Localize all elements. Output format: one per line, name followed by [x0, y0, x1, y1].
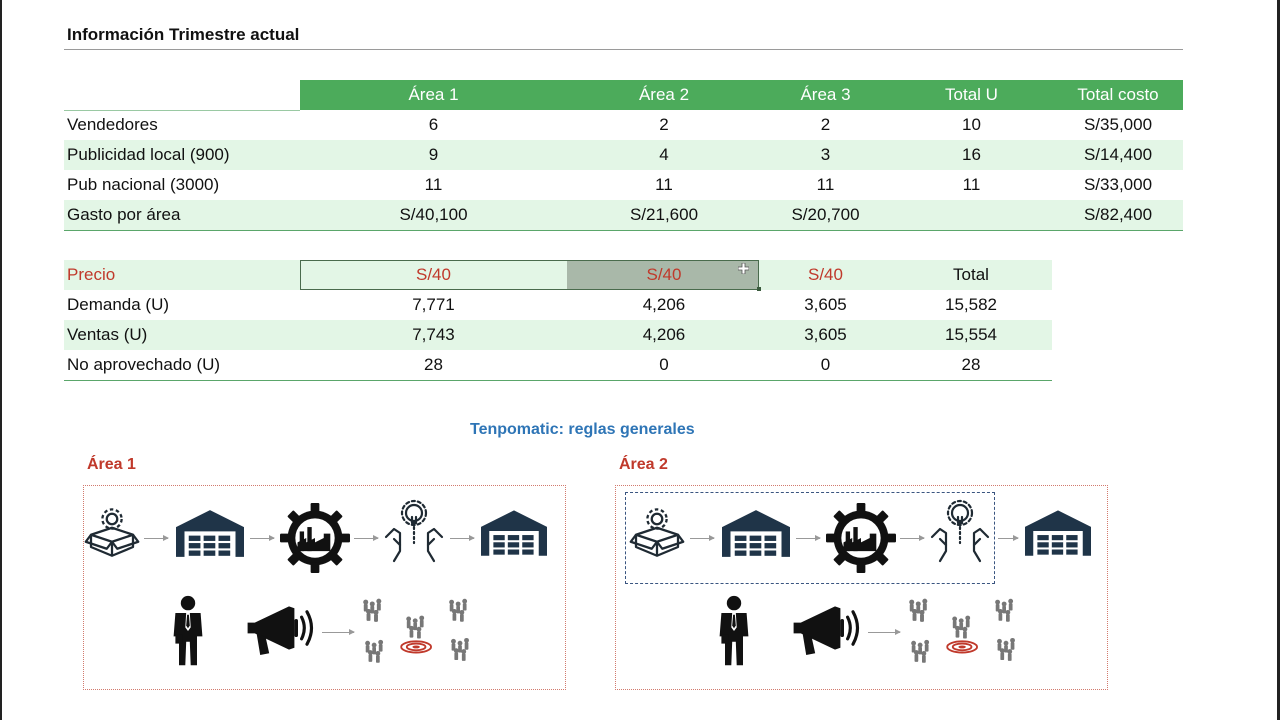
fill-handle[interactable] [757, 287, 761, 291]
cell[interactable]: 7,743 [412, 325, 455, 344]
cell[interactable]: 10 [962, 115, 981, 134]
arrow-icon [450, 535, 475, 541]
megaphone-icon [244, 598, 316, 658]
row-label[interactable]: Demanda (U) [67, 295, 170, 314]
header-total-u[interactable]: Total U [945, 85, 998, 104]
cell[interactable]: 3,605 [804, 325, 847, 344]
arrow-icon [144, 535, 169, 541]
arrow-icon [998, 535, 1019, 541]
cell[interactable]: 11 [424, 175, 443, 194]
price-area-1[interactable]: S/40 [416, 265, 451, 284]
megaphone-icon [790, 598, 862, 658]
cell[interactable]: S/35,000 [1083, 115, 1153, 134]
price-row: Precio [64, 260, 1052, 290]
cell[interactable]: 4 [659, 145, 669, 164]
salesperson-icon [714, 595, 754, 667]
row-label[interactable]: Publicidad local (900) [67, 145, 230, 164]
header-area-2[interactable]: Área 2 [638, 85, 690, 104]
row-label[interactable]: No aprovechado (U) [67, 355, 221, 374]
row-label[interactable]: Ventas (U) [67, 325, 148, 344]
cell[interactable]: 6 [428, 115, 439, 134]
arrow-icon [900, 535, 925, 541]
cell[interactable]: 4,206 [642, 295, 686, 314]
row-label[interactable]: Pub nacional (3000) [67, 175, 220, 194]
window-edge-right [1277, 0, 1280, 720]
table-row: Vendedores 6 2 2 10 S/35,000 [64, 110, 1183, 140]
diagram-title: Tenpomatic: reglas generales [470, 421, 695, 438]
title-divider [64, 49, 1183, 50]
cell[interactable]: S/20,700 [791, 205, 860, 224]
arrow-icon [868, 629, 901, 635]
price-values: S/40 S/40 S/40 Total [64, 260, 1052, 290]
table1-header-row: Área 1 Área 2 Área 3 Total U Total costo [300, 80, 1183, 110]
cell[interactable]: S/82,400 [1083, 205, 1153, 224]
arrow-icon [250, 535, 275, 541]
window-edge-left [0, 0, 2, 720]
cell[interactable]: 11 [655, 175, 673, 194]
cell[interactable]: S/33,000 [1083, 175, 1153, 194]
cell[interactable]: 15,554 [945, 325, 997, 344]
cell[interactable]: 15,582 [945, 295, 997, 314]
cell[interactable]: 3,605 [804, 295, 847, 314]
table-row: Ventas (U) 7,743 4,206 3,605 15,554 [64, 320, 1052, 350]
header-area-3[interactable]: Área 3 [800, 85, 851, 104]
cell[interactable]: 9 [428, 145, 439, 164]
cell[interactable]: 28 [961, 355, 981, 374]
selected-cell-highlight [567, 261, 759, 289]
idea-hands-icon [382, 499, 446, 563]
area-2-title: Área 2 [619, 456, 668, 473]
arrow-icon [354, 535, 379, 541]
cell[interactable] [890, 200, 1053, 230]
arrow-icon [322, 629, 355, 635]
cell[interactable]: 4,206 [642, 325, 686, 344]
warehouse-icon [176, 508, 244, 559]
page-title: Información Trimestre actual [67, 25, 300, 44]
table1-label-rule [64, 110, 300, 111]
cell[interactable]: 7,771 [412, 295, 455, 314]
arrow-icon [796, 535, 821, 541]
price-area-3[interactable]: S/40 [808, 265, 843, 284]
cell[interactable]: 11 [962, 175, 981, 194]
area-1-title: Área 1 [87, 456, 136, 473]
cell-selection-range[interactable] [300, 260, 759, 290]
cell[interactable]: 2 [820, 115, 831, 134]
cell[interactable]: S/21,600 [629, 205, 699, 224]
cell[interactable]: S/40,100 [399, 205, 468, 224]
cell[interactable]: 16 [962, 145, 981, 164]
factory-gear-icon [280, 503, 350, 573]
arrow-icon [690, 535, 715, 541]
table-row: Publicidad local (900) 9 4 3 16 S/14,400 [64, 140, 1183, 170]
header-total-costo[interactable]: Total costo [1077, 85, 1159, 104]
idea-hands-icon [928, 499, 992, 563]
row-label[interactable]: Gasto por área [67, 205, 181, 224]
table-row: Demanda (U) 7,771 4,206 3,605 15,582 [64, 290, 1052, 320]
table-row: Gasto por área S/40,100 S/21,600 S/20,70… [64, 200, 1183, 231]
cell[interactable]: S/14,400 [1083, 145, 1153, 164]
salesperson-icon [168, 595, 208, 667]
price-area-2[interactable]: S/40 [646, 265, 682, 284]
table-row: Pub nacional (3000) 11 11 11 11 S/33,000 [64, 170, 1183, 200]
warehouse-icon [722, 508, 790, 559]
warehouse-icon [1025, 508, 1091, 558]
cell[interactable]: 28 [424, 355, 443, 374]
row-label[interactable]: Vendedores [67, 115, 158, 134]
target-market-icon [908, 598, 1020, 666]
total-label[interactable]: Total [953, 265, 989, 284]
box-gear-icon [84, 505, 140, 561]
table-row: No aprovechado (U) 28 0 0 28 [64, 350, 1052, 381]
price-label[interactable]: Precio [67, 265, 116, 284]
cell[interactable]: 2 [659, 115, 669, 134]
warehouse-icon [481, 508, 547, 558]
factory-gear-icon [826, 503, 896, 573]
box-gear-icon [629, 505, 685, 561]
shared-process-highlight [625, 492, 995, 584]
header-area-1[interactable]: Área 1 [408, 85, 459, 104]
cell[interactable]: 0 [659, 355, 669, 374]
cell-cursor-icon [738, 263, 749, 274]
cell[interactable]: 11 [816, 175, 835, 194]
cell[interactable]: 0 [820, 355, 831, 374]
cell[interactable]: 3 [820, 145, 831, 164]
target-market-icon [362, 598, 474, 666]
